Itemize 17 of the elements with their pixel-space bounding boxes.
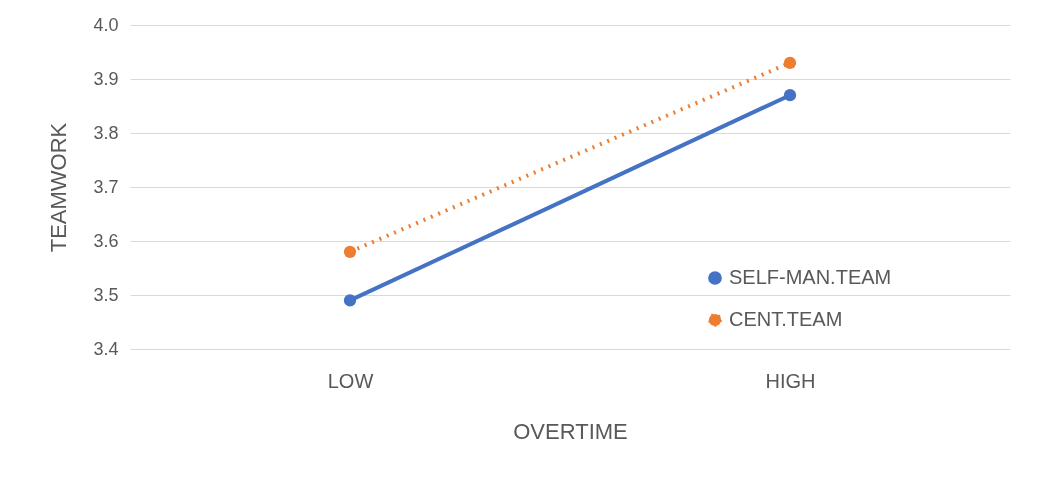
y-tick-label: 3.6 <box>93 230 119 251</box>
y-tick-label: 3.8 <box>93 122 119 143</box>
y-tick-label: 3.4 <box>93 338 119 359</box>
y-tick-label: 3.7 <box>93 176 119 197</box>
legend-label: SELF-MAN.TEAM <box>729 266 892 288</box>
y-tick-label: 3.5 <box>93 284 119 305</box>
x-tick-label: HIGH <box>765 369 816 392</box>
x-axis-title: OVERTIME <box>513 418 628 444</box>
point <box>343 294 357 307</box>
point <box>343 245 357 258</box>
y-tick-label: 3.9 <box>93 68 119 89</box>
y-axis-title: TEAMWORK <box>46 122 72 253</box>
legend-label: CENT.TEAM <box>729 308 843 330</box>
x-tick-label: LOW <box>327 369 374 392</box>
point <box>783 89 797 102</box>
y-tick-label: 4.0 <box>93 14 119 35</box>
point <box>783 56 797 69</box>
